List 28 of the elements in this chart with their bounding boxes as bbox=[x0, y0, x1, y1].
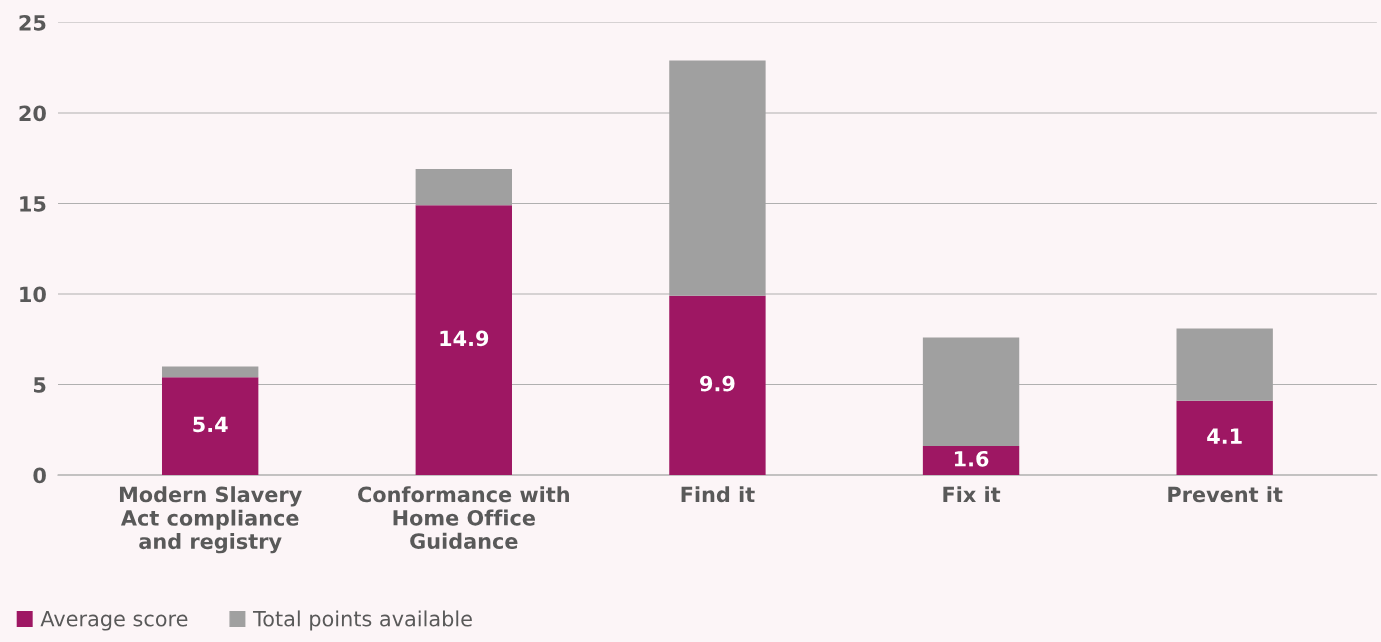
data-label: 4.1 bbox=[1207, 428, 1242, 444]
data-label: 9.9 bbox=[700, 375, 735, 392]
x-tick-label: Find it bbox=[681, 486, 755, 503]
bar bbox=[415, 205, 512, 476]
legend-label: Total points available bbox=[252, 610, 472, 631]
x-tick-label: Conformance with Home Office Guidance bbox=[358, 486, 569, 549]
y-tick-label: 0 bbox=[33, 467, 46, 484]
bar bbox=[415, 169, 512, 206]
bar bbox=[922, 337, 1020, 447]
x-tick-label: Prevent it bbox=[1168, 486, 1283, 503]
bar bbox=[1176, 328, 1273, 401]
bar bbox=[161, 377, 259, 476]
y-tick-label: 15 bbox=[20, 196, 46, 212]
data-label: 1.6 bbox=[954, 450, 989, 467]
bar bbox=[161, 366, 259, 378]
y-tick-label: 5 bbox=[34, 377, 46, 393]
x-tick-label: Fix it bbox=[943, 486, 1001, 503]
data-label: 14.9 bbox=[440, 330, 489, 347]
bar bbox=[922, 446, 1020, 476]
x-tick-label: Modern Slavery Act compliance and registry bbox=[119, 486, 302, 554]
y-tick-label: 10 bbox=[20, 286, 46, 303]
legend-label: Average score bbox=[40, 611, 188, 631]
bar bbox=[669, 295, 766, 476]
bar bbox=[1176, 400, 1273, 476]
data-label: 5.4 bbox=[193, 416, 228, 433]
y-tick-label: 20 bbox=[19, 105, 46, 122]
y-tick-label: 25 bbox=[19, 14, 46, 31]
bar bbox=[669, 60, 766, 296]
